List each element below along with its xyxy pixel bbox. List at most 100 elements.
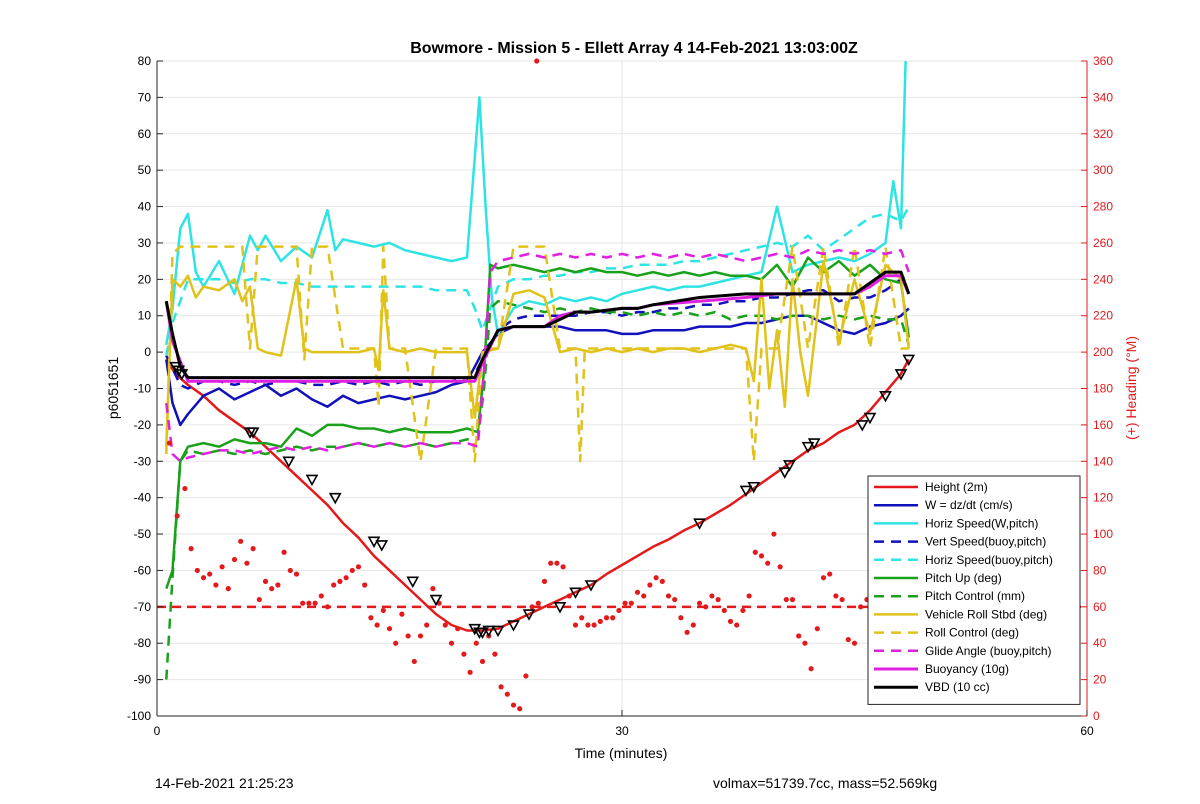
heading-dot xyxy=(386,626,393,632)
x-tick-label: 30 xyxy=(615,724,629,738)
y-tick-label: -40 xyxy=(134,491,152,505)
heading-dot xyxy=(442,622,448,628)
heading-dot xyxy=(430,586,436,592)
heading-dot xyxy=(166,440,172,446)
heading-dot xyxy=(597,618,603,624)
heading-dot xyxy=(752,549,758,555)
heading-dot xyxy=(535,600,541,606)
triangle-markers-layer xyxy=(169,354,916,639)
y2-tick-label: 260 xyxy=(1093,236,1113,250)
heading-dot xyxy=(523,673,529,679)
triangle-marker xyxy=(482,625,496,638)
heading-dot xyxy=(174,513,180,519)
heading-dot xyxy=(703,604,709,610)
heading-dot xyxy=(721,607,727,614)
heading-dot xyxy=(281,549,287,555)
heading-dot xyxy=(510,702,517,708)
y2-tick-label: 200 xyxy=(1093,345,1113,359)
legend-label-0: Height (2m) xyxy=(925,480,988,494)
y2-tick-label: 100 xyxy=(1093,527,1113,541)
heading-dot xyxy=(548,560,554,566)
heading-dot xyxy=(746,593,752,599)
heading-dot xyxy=(300,600,306,606)
heading-dot xyxy=(696,600,703,606)
heading-dot xyxy=(783,596,789,603)
heading-dot xyxy=(622,600,628,606)
heading-dot xyxy=(492,651,498,657)
legend-label-7: Vehicle Roll Stbd (deg) xyxy=(925,607,1047,621)
x-axis-label: Time (minutes) xyxy=(575,745,668,761)
heading-dot xyxy=(467,669,473,675)
heading-dot xyxy=(845,636,851,643)
heading-dot xyxy=(529,604,535,610)
heading-dot xyxy=(727,618,734,624)
heading-dot xyxy=(343,575,349,581)
legend-box xyxy=(867,475,1081,705)
y-tick-label: 50 xyxy=(138,163,152,177)
heading-dot xyxy=(802,640,808,646)
heading-dot xyxy=(634,589,641,595)
heading-dot xyxy=(734,622,740,628)
heading-dot xyxy=(399,611,405,617)
legend-label-6: Pitch Control (mm) xyxy=(925,589,1025,603)
series-line-7 xyxy=(165,259,911,447)
triangle-marker xyxy=(522,609,536,621)
heading-dot xyxy=(380,607,386,614)
y2-tick-label: 20 xyxy=(1093,673,1107,687)
heading-dot xyxy=(827,571,833,577)
heading-dot xyxy=(349,567,355,574)
y2-tick-label: 140 xyxy=(1093,454,1113,468)
triangle-marker xyxy=(305,474,319,487)
y-tick-label: -20 xyxy=(134,418,152,432)
heading-dot xyxy=(833,593,839,599)
triangle-marker xyxy=(282,456,296,468)
heading-dot xyxy=(560,564,566,570)
heading-dot xyxy=(715,596,721,603)
y2-tick-label: 320 xyxy=(1093,127,1113,141)
heading-dot xyxy=(808,666,814,672)
heading-dot xyxy=(572,622,579,628)
heading-dot xyxy=(479,658,486,665)
heading-dot xyxy=(653,575,659,581)
heading-dot xyxy=(566,593,572,599)
y2-tick-label: 340 xyxy=(1093,90,1113,104)
y2-tick-label: 120 xyxy=(1093,491,1113,505)
triangle-marker xyxy=(739,485,753,498)
heading-dot xyxy=(250,546,256,552)
heading-dot xyxy=(331,582,337,588)
y2-tick-label: 80 xyxy=(1093,563,1107,577)
triangle-marker xyxy=(328,492,342,505)
y-axis-label: p6051651 xyxy=(105,357,121,420)
heading-dot xyxy=(777,564,783,570)
triangle-marker xyxy=(584,580,598,592)
footer-volmax-mass: volmax=51739.7cc, mass=52.569kg xyxy=(713,775,937,791)
heading-dot xyxy=(554,560,560,566)
heading-dot xyxy=(393,640,399,646)
legend-label-1: W = dz/dt (cm/s) xyxy=(925,498,1013,512)
y-tick-label: -70 xyxy=(134,600,152,614)
heading-dot xyxy=(758,553,765,559)
y2-tick-label: 0 xyxy=(1093,709,1100,723)
heading-dot xyxy=(820,575,827,581)
y-tick-label: 20 xyxy=(138,272,152,286)
chart-title: Bowmore - Mission 5 - Ellett Array 4 14-… xyxy=(410,40,858,57)
triangle-marker xyxy=(246,427,260,439)
heading-dot xyxy=(448,640,455,646)
heading-dot xyxy=(504,691,510,697)
legend-label-3: Vert Speed(buoy,pitch) xyxy=(925,535,1046,549)
triangle-marker xyxy=(879,390,892,403)
triangle-marker xyxy=(553,602,567,614)
triangle-marker xyxy=(693,518,706,530)
triangle-marker xyxy=(172,365,186,377)
heading-dot xyxy=(424,622,430,628)
series-line-6 xyxy=(165,299,910,680)
triangle-marker xyxy=(429,594,443,607)
heading-dot xyxy=(219,564,225,570)
heading-dot xyxy=(287,567,293,574)
heading-dot xyxy=(709,593,715,599)
y2-tick-label: 360 xyxy=(1093,54,1113,68)
heading-dot xyxy=(641,593,647,599)
triangle-marker xyxy=(491,625,505,638)
y-tick-label: 0 xyxy=(144,345,151,359)
